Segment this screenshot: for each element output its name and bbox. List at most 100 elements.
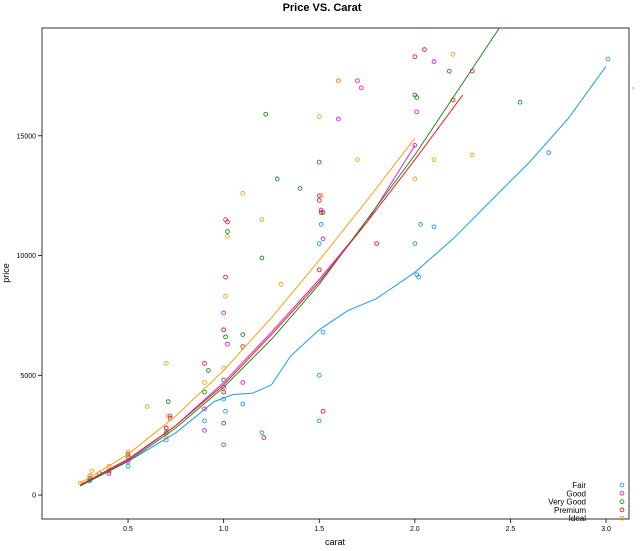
data-point-ideal [165, 413, 171, 419]
data-point-good [202, 428, 207, 433]
data-point-premium [225, 219, 230, 225]
data-point-premium [223, 274, 228, 280]
data-point-ideal [223, 293, 228, 299]
data-point-ideal [89, 468, 95, 474]
data-point-very-good [316, 159, 322, 165]
data-point-good [355, 78, 360, 84]
y-axis-label: price [1, 263, 11, 283]
data-point-very-good [221, 420, 226, 426]
data-point-premium [221, 389, 226, 395]
data-point-fair [320, 329, 326, 335]
data-point-fair [546, 150, 552, 155]
data-point-good [336, 116, 341, 122]
fit-line-premium [79, 94, 464, 486]
data-point-ideal [318, 193, 324, 199]
legend-marker-good [619, 490, 625, 496]
y-tick-label: 10000 [17, 253, 37, 260]
data-point-good [320, 236, 326, 242]
data-point-ideal [431, 157, 437, 163]
data-point-premium [422, 47, 427, 52]
fit-line-fair [79, 66, 607, 486]
legend-marker-fair [619, 482, 625, 488]
data-point-premium [412, 54, 418, 60]
data-point-fair [318, 222, 324, 227]
data-point-fair [125, 463, 131, 469]
data-point-very-good [240, 332, 246, 337]
data-point-ideal [259, 217, 265, 222]
data-point-very-good [320, 210, 326, 215]
data-point-fair [259, 430, 265, 436]
fit-line-good [79, 145, 416, 486]
data-point-very-good [517, 99, 523, 105]
data-points [77, 47, 611, 486]
x-tick-label: 2.5 [506, 526, 516, 533]
data-point-good [316, 193, 322, 199]
data-point-good [431, 59, 437, 64]
data-point-premium [316, 198, 322, 203]
data-point-very-good [223, 334, 228, 340]
data-point-good [221, 442, 226, 448]
data-point-good [225, 341, 230, 347]
fit-lines [79, 28, 607, 487]
x-tick-label: 2.0 [410, 526, 420, 533]
legend-marker-ideal [619, 515, 625, 521]
data-point-good [412, 143, 418, 148]
data-point-fair [240, 401, 246, 407]
data-point-ideal [240, 190, 246, 196]
data-point-ideal [202, 380, 207, 385]
data-point-very-good [446, 68, 452, 74]
data-point-very-good [297, 186, 303, 191]
data-point-very-good [205, 368, 211, 373]
data-point-premium [261, 435, 267, 440]
data-point-ideal [469, 152, 475, 158]
data-point-ideal [225, 234, 230, 239]
x-axis-ticks: 0.5 1.0 1.5 2.0 2.5 3.0 [123, 519, 611, 533]
legend-label-fair: Fair [572, 481, 586, 490]
legend-label-very-good: Very Good [548, 498, 586, 507]
data-point-very-good [414, 95, 420, 100]
data-point-ideal [355, 157, 360, 163]
data-point-ideal [144, 404, 150, 409]
data-point-ideal [106, 463, 112, 469]
chart-title: Price VS. Carat [283, 2, 362, 14]
data-point-good [221, 310, 226, 316]
data-point-fair [605, 56, 611, 62]
data-point-fair [202, 418, 207, 424]
data-point-ideal [163, 432, 169, 438]
data-point-good [358, 85, 364, 91]
data-point-premium [318, 210, 324, 215]
data-point-fair [316, 372, 322, 378]
data-point-very-good [225, 229, 230, 234]
legend-label-premium: Premium [554, 506, 586, 515]
data-point-fair [416, 274, 422, 280]
data-point-fair [412, 241, 418, 246]
data-point-very-good [202, 389, 207, 395]
y-axis-ticks: 0 5000 10000 15000 [17, 133, 42, 500]
x-tick-label: 3.0 [601, 526, 611, 533]
legend-label-good: Good [566, 489, 586, 498]
data-point-premium [125, 451, 131, 457]
data-point-fair [316, 418, 322, 424]
data-point-ideal [316, 114, 322, 119]
edge-indicator-icon: › [632, 85, 634, 92]
data-point-fair [223, 408, 228, 414]
x-axis-label: carat [325, 537, 346, 547]
data-point-premium [163, 425, 169, 431]
legend-marker-very-good [619, 499, 625, 504]
data-point-good [202, 406, 207, 412]
data-point-premium [316, 267, 322, 273]
fit-line-very-good [79, 28, 500, 487]
data-point-very-good [259, 255, 265, 261]
legend-label-ideal: Ideal [569, 514, 587, 523]
data-point-ideal [163, 360, 169, 366]
data-point-ideal [412, 176, 418, 182]
data-point-very-good [263, 111, 269, 117]
x-tick-label: 1.5 [314, 526, 324, 533]
x-tick-label: 1.0 [219, 526, 229, 533]
data-point-good [240, 380, 246, 385]
data-point-very-good [165, 399, 171, 404]
data-point-ideal [336, 78, 341, 84]
y-tick-label: 5000 [20, 373, 36, 380]
plot-frame [41, 27, 630, 520]
